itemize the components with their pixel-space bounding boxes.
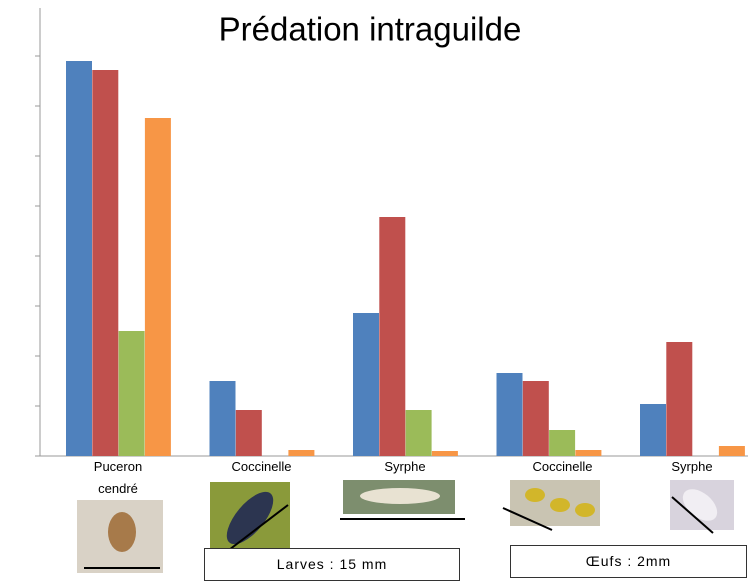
bar: [405, 410, 432, 456]
photo-hoverfly-larva: [340, 480, 465, 520]
x-tick-label: Coccinelle: [532, 459, 593, 474]
chart-title: Prédation intraguilde: [219, 11, 522, 48]
bar: [66, 61, 92, 456]
bar: [92, 70, 119, 456]
bar: [235, 410, 262, 456]
photo-ladybird-eggs: [502, 480, 600, 531]
bar: [575, 450, 602, 456]
bar: [209, 381, 236, 456]
bar: [288, 450, 315, 456]
bar: [666, 342, 693, 456]
x-tick-label: Coccinelle: [231, 459, 292, 474]
bar: [144, 118, 171, 456]
bar: [353, 313, 379, 456]
bar: [718, 446, 745, 456]
bar: [522, 381, 549, 456]
bar: [549, 430, 576, 456]
bar: [379, 217, 406, 456]
photo-hoverfly-egg: [670, 480, 734, 534]
photo-ladybird-larva: [210, 482, 290, 554]
bar: [496, 373, 523, 456]
x-tick-label: Syrphe: [671, 459, 713, 474]
bar: [640, 404, 666, 456]
x-tick-label: Syrphe: [384, 459, 426, 474]
annotation-eggs: Œufs : 2mm: [510, 545, 747, 578]
bar: [431, 451, 458, 456]
photo-aphid: [77, 500, 163, 573]
bar: [118, 331, 145, 456]
annotation-larvae: Larves : 15 mm: [204, 548, 460, 581]
x-tick-label: Puceron cendré: [93, 459, 143, 496]
